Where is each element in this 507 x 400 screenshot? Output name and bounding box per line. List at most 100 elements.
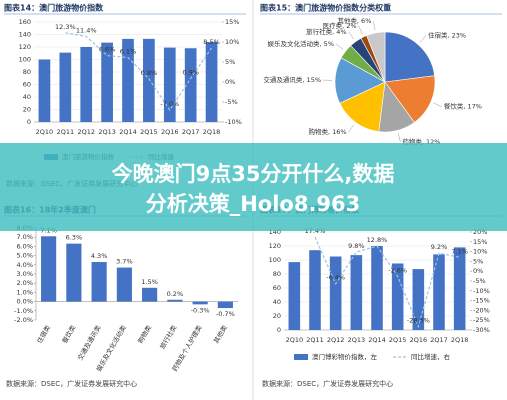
x-tick-label: 2Q13 bbox=[98, 128, 116, 136]
x-tick-label: 2Q17 bbox=[182, 128, 200, 136]
x-tick-label: 2Q13 bbox=[348, 336, 366, 344]
banner-text: 分析决策_Holo8.963 bbox=[146, 192, 361, 216]
bar bbox=[59, 52, 72, 122]
y-tick-label: 100 bbox=[19, 56, 31, 64]
y2-tick-label: -25% bbox=[473, 316, 490, 324]
bar bbox=[350, 255, 363, 330]
bar bbox=[163, 47, 176, 122]
bar bbox=[391, 263, 404, 330]
leader-line bbox=[348, 31, 355, 40]
bar bbox=[309, 250, 321, 330]
x-tick-label: 2Q16 bbox=[410, 336, 428, 344]
y-tick-label: 140 bbox=[269, 228, 281, 236]
y-tick-label: -1.0% bbox=[14, 307, 33, 315]
slice-label: 餐饮类, 17% bbox=[444, 102, 482, 111]
slice-label: 交通及通讯类, 15% bbox=[263, 75, 321, 84]
slice-label: 购物类, 16% bbox=[308, 127, 346, 136]
chart-title: 图表14：澳门旅游物价指数 bbox=[4, 3, 104, 13]
y-tick-label: 100 bbox=[269, 256, 281, 264]
bar bbox=[41, 236, 57, 302]
y-tick-label: 6.0% bbox=[16, 242, 33, 250]
y2-tick-label: 5% bbox=[225, 58, 235, 66]
bar bbox=[192, 301, 208, 305]
data-label: 0.9% bbox=[182, 68, 199, 76]
data-label: -0.3% bbox=[191, 306, 210, 314]
slice-label: 药物类, 12% bbox=[402, 137, 440, 146]
data-label: -28.3% bbox=[407, 317, 430, 325]
x-tick-label: 2Q11 bbox=[57, 128, 75, 136]
y-tick-label: 20 bbox=[23, 106, 31, 114]
y2-tick-label: 15% bbox=[473, 238, 487, 246]
data-label: 7.1% bbox=[451, 247, 468, 255]
y2-tick-label: 20% bbox=[473, 228, 487, 236]
x-tick-label: 2Q12 bbox=[77, 128, 95, 136]
y-tick-label: 0 bbox=[27, 118, 31, 126]
data-label: 4.3% bbox=[91, 252, 108, 260]
y2-tick-label: 0% bbox=[225, 78, 235, 86]
bar bbox=[453, 247, 466, 330]
y-tick-label: 0 bbox=[277, 326, 281, 334]
data-label: 17.4% bbox=[305, 227, 326, 235]
legend-swatch bbox=[294, 354, 308, 360]
data-label: -6.4% bbox=[326, 274, 345, 282]
y-tick-label: 5.0% bbox=[16, 252, 33, 260]
bar bbox=[66, 243, 82, 302]
slice-label: 其他类, 6% bbox=[337, 16, 371, 25]
data-label: 9.8% bbox=[348, 242, 365, 250]
x-tick-label: 2Q10 bbox=[286, 336, 304, 344]
slice-label: 旅行社类, 4% bbox=[306, 27, 346, 36]
line-series bbox=[314, 236, 460, 329]
x-tick-label: 2Q14 bbox=[368, 336, 386, 344]
bar bbox=[217, 301, 233, 309]
bar bbox=[329, 256, 342, 330]
y2-tick-label: 10% bbox=[473, 248, 487, 256]
legend-label: 澳门博彩物价指数，左 bbox=[312, 352, 378, 361]
y-tick-label: 80 bbox=[273, 270, 281, 278]
data-label: 6.3% bbox=[66, 234, 83, 242]
y-tick-label: 140 bbox=[19, 31, 31, 39]
bar bbox=[371, 246, 383, 330]
y-tick-label: 120 bbox=[269, 242, 281, 250]
data-label: 1.5% bbox=[141, 278, 158, 286]
slice-label: 医疗类, 2% bbox=[323, 21, 357, 30]
leader-line bbox=[419, 35, 427, 43]
y-tick-label: 120 bbox=[19, 43, 31, 51]
y2-tick-label: 5% bbox=[473, 257, 483, 265]
x-tick-label: 2Q16 bbox=[161, 128, 179, 136]
data-label: 6.1% bbox=[120, 48, 137, 56]
y2-tick-label: 15% bbox=[225, 18, 239, 26]
data-label: 8.5% bbox=[203, 38, 220, 46]
data-label: 0.2% bbox=[167, 290, 184, 298]
data-label: -0.7% bbox=[216, 310, 235, 318]
bar bbox=[101, 42, 113, 122]
x-tick-label: 2Q15 bbox=[140, 128, 158, 136]
x-tick-label: 2Q18 bbox=[203, 128, 221, 136]
bar bbox=[142, 287, 158, 302]
bar bbox=[412, 269, 425, 330]
data-label: 3.7% bbox=[116, 258, 133, 266]
x-tick-label: 2Q12 bbox=[327, 336, 345, 344]
y2-tick-label: 10% bbox=[225, 38, 239, 46]
source-note: 数据来源：DSEC，广发证券发展研究中心 bbox=[6, 379, 137, 388]
data-label: -7.0% bbox=[160, 100, 179, 108]
y2-tick-label: -10% bbox=[473, 287, 490, 295]
y2-tick-label: -20% bbox=[473, 306, 490, 314]
x-tick-label: 2Q11 bbox=[306, 336, 324, 344]
x-tick-label: 2Q15 bbox=[389, 336, 407, 344]
y-tick-label: 3.0% bbox=[16, 270, 33, 278]
bar bbox=[167, 299, 183, 302]
data-label: 9.2% bbox=[431, 243, 448, 251]
data-label: 11.4% bbox=[76, 26, 97, 34]
x-tick-label: 2Q17 bbox=[430, 336, 448, 344]
bar bbox=[116, 267, 132, 302]
bar bbox=[143, 38, 155, 122]
bar bbox=[184, 48, 197, 122]
chart-title: 图表15：澳门旅游物价指数分类权重 bbox=[260, 3, 391, 13]
leader-line bbox=[335, 43, 344, 50]
bar bbox=[205, 42, 218, 122]
x-tick-label: 2Q18 bbox=[451, 336, 469, 344]
y2-tick-label: -10% bbox=[225, 118, 242, 126]
y-tick-label: 60 bbox=[23, 81, 31, 89]
data-label: 6.6% bbox=[99, 46, 116, 54]
data-label: -2.6% bbox=[388, 266, 407, 274]
